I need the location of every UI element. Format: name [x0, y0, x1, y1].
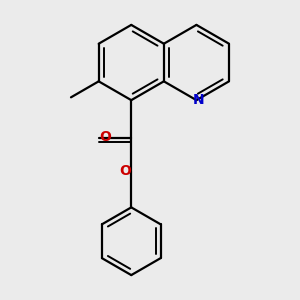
Text: O: O [99, 130, 111, 144]
Text: O: O [120, 164, 131, 178]
Text: N: N [192, 93, 204, 107]
